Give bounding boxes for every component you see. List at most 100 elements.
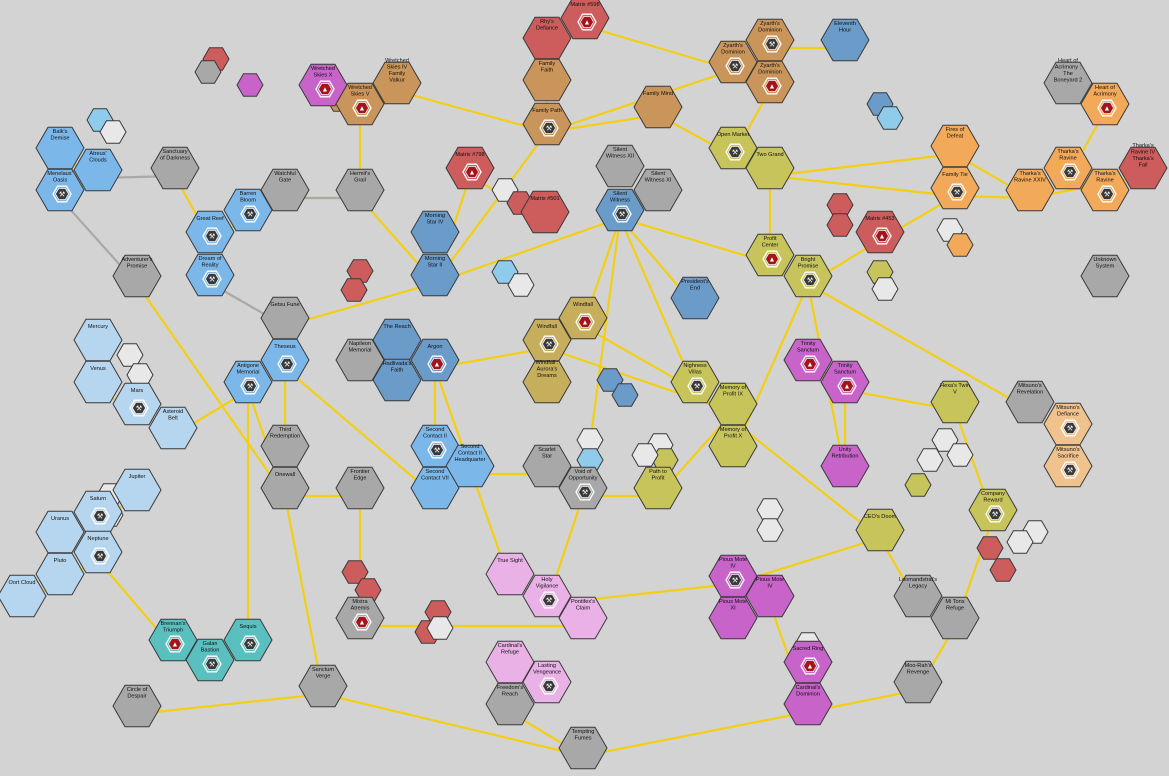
system-hex[interactable] [633, 168, 683, 212]
system-hex[interactable] [930, 124, 980, 168]
system-hex[interactable] [260, 466, 310, 510]
minor-system-hex[interactable] [946, 233, 974, 257]
system-hex[interactable] [73, 360, 123, 404]
system-hex[interactable] [260, 424, 310, 468]
system-nighness-villas[interactable]: ⚒Nighness Villas [670, 360, 720, 404]
system-hex[interactable] [410, 210, 460, 254]
system-hex[interactable] [485, 552, 535, 596]
system-fires-defeat[interactable]: Fires of Defeat [930, 124, 980, 168]
system-hex[interactable] [558, 726, 608, 770]
system-hex[interactable] [708, 424, 758, 468]
minor-system-hex[interactable] [346, 259, 374, 283]
minor-system-hex[interactable] [826, 193, 854, 217]
minor-system-hex[interactable] [236, 73, 264, 97]
system-balks-demise[interactable]: Balk's Demise [35, 126, 85, 170]
system-ceos-doom[interactable]: CEO's Doom [855, 508, 905, 552]
system-adventurers-promise[interactable]: Adventurer's Promise [112, 254, 162, 298]
system-hex[interactable] [335, 168, 385, 212]
system-hex[interactable] [1080, 254, 1130, 298]
system-hex[interactable] [1005, 168, 1055, 212]
system-hermits-grail[interactable]: Hermit's Grail [335, 168, 385, 212]
system-hex[interactable] [298, 664, 348, 708]
minor-system-hex[interactable] [976, 536, 1004, 560]
system-hex[interactable] [410, 466, 460, 510]
system-jupiter[interactable]: Jupiter [112, 468, 162, 512]
system-hex[interactable] [112, 684, 162, 728]
system-hex[interactable] [670, 276, 720, 320]
system-hex[interactable] [150, 146, 200, 190]
system-tempting-fumes[interactable]: Tempting Fumes [558, 726, 608, 770]
system-mitsunos-revelation[interactable]: Mitsuno's Revelation [1005, 380, 1055, 424]
system-hex[interactable] [73, 318, 123, 362]
minor-system-hex[interactable] [1006, 530, 1034, 554]
system-hex[interactable] [820, 18, 870, 62]
system-hex[interactable] [148, 406, 198, 450]
system-frontier-edge[interactable]: Frontier Edge [335, 466, 385, 510]
system-hex[interactable] [522, 444, 572, 488]
system-hex[interactable] [35, 126, 85, 170]
minor-system-hex[interactable] [871, 277, 899, 301]
system-unity-retribution[interactable]: Unity Retribution [820, 444, 870, 488]
minor-system-hex[interactable] [826, 213, 854, 237]
minor-system-hex[interactable] [756, 498, 784, 522]
minor-system-hex[interactable] [989, 558, 1017, 582]
system-moo-rahs-revenge[interactable]: Moo-Rah's Revenge [893, 660, 943, 704]
system-mitsunos-defiance[interactable]: ⚒Mitsuno's Defiance [1043, 402, 1093, 446]
system-hex[interactable] [893, 660, 943, 704]
system-matrix-798[interactable]: ▲Matrix #798 [445, 146, 495, 190]
system-hex[interactable] [335, 466, 385, 510]
system-president-end[interactable]: President's End [670, 276, 720, 320]
system-mistra-atremis[interactable]: ▲Mistra Atremis [335, 596, 385, 640]
minor-system-hex[interactable] [916, 448, 944, 472]
minor-system-hex[interactable] [756, 518, 784, 542]
system-hex[interactable] [522, 58, 572, 102]
system-hex[interactable] [522, 360, 572, 404]
system-unknown-system[interactable]: Unknown System [1080, 254, 1130, 298]
minor-system-hex[interactable] [116, 343, 144, 367]
system-sanctuary-darkness[interactable]: Sanctuary of Darkness [150, 146, 200, 190]
system-hex[interactable] [0, 574, 47, 618]
system-cardinals-dominion[interactable]: Cardinal's Dominion [783, 682, 833, 726]
system-hex[interactable] [372, 61, 422, 105]
minor-system-hex[interactable] [631, 443, 659, 467]
minor-system-hex[interactable] [904, 473, 932, 497]
system-hex[interactable] [930, 380, 980, 424]
system-family-path[interactable]: ⚒Family Path [522, 102, 572, 146]
system-hex[interactable] [445, 444, 495, 488]
system-great-reef[interactable]: ⚒Great Reef [185, 210, 235, 254]
system-hex[interactable] [485, 682, 535, 726]
system-third-redemption[interactable]: Third Redemption [260, 424, 310, 468]
minor-system-hex[interactable] [946, 443, 974, 467]
system-matrix-598[interactable]: ▲Matrix #598 [560, 0, 610, 40]
system-family-mind[interactable]: Family Mind [633, 85, 683, 129]
system-mars[interactable]: ⚒Mars [112, 382, 162, 426]
minor-system-hex[interactable] [507, 273, 535, 297]
system-hex[interactable] [558, 596, 608, 640]
system-hex[interactable] [855, 508, 905, 552]
system-hex[interactable] [520, 190, 570, 234]
minor-system-hex[interactable] [876, 106, 904, 130]
system-hex[interactable] [112, 468, 162, 512]
system-mitsunos-sacrifice[interactable]: ⚒Mitsuno's Sacrifice [1043, 444, 1093, 488]
system-hex[interactable] [112, 254, 162, 298]
minor-system-hex[interactable] [194, 60, 222, 84]
system-hex[interactable] [783, 682, 833, 726]
system-hex[interactable] [73, 148, 123, 192]
system-dream-of-reality[interactable]: ⚒Dream of Reality [185, 253, 235, 297]
system-tharkas-ravine-iv[interactable]: Tharka's Ravine IV Tharka's Fall [1118, 143, 1168, 190]
system-path-to-profit[interactable]: Path to Profit [633, 466, 683, 510]
system-sacred-ring[interactable]: ▲Sacred Ring [783, 640, 833, 684]
system-hex[interactable] [893, 574, 943, 618]
system-company-reward[interactable]: ⚒Company Reward [968, 488, 1018, 532]
system-hexas-twin-v[interactable]: Hexa's Twin V [930, 380, 980, 424]
system-morning-star-iv[interactable]: Morning Star IV [410, 210, 460, 254]
minor-system-hex[interactable] [611, 383, 639, 407]
minor-system-hex[interactable] [340, 278, 368, 302]
minor-system-hex[interactable] [99, 120, 127, 144]
system-hex[interactable] [1118, 146, 1168, 190]
system-pluto[interactable]: Pluto [35, 552, 85, 596]
system-hex[interactable] [1043, 61, 1093, 105]
system-argon[interactable]: ▲Argon [410, 338, 460, 382]
system-silent-witness-xii[interactable]: Silent Witness XII [595, 144, 645, 188]
